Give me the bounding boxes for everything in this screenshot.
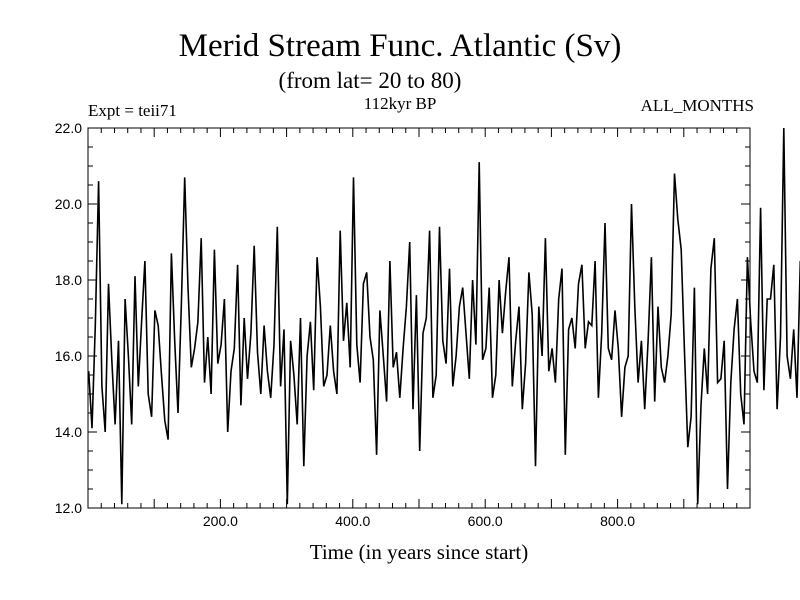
x-tick-label: 800.0 xyxy=(600,513,635,529)
series-layer xyxy=(87,127,800,505)
series-line xyxy=(87,127,800,505)
y-tick-label: 20.0 xyxy=(55,196,82,212)
x-axis-label: Time (in years since start) xyxy=(309,540,529,564)
y-tick-label: 16.0 xyxy=(55,348,82,364)
x-tick-label: 400.0 xyxy=(335,513,370,529)
chart-subtitle: (from lat= 20 to 80) xyxy=(278,68,462,93)
y-tick-label: 14.0 xyxy=(55,424,82,440)
axis-ticks xyxy=(88,127,750,509)
x-tick-label: 200.0 xyxy=(203,513,238,529)
tick-labels: 200.0 400.0 600.0 800.0 12.0 14.0 16.0 18.0 20.0… xyxy=(55,120,636,529)
plot-frame xyxy=(87,127,751,509)
x-tick-label: 600.0 xyxy=(468,513,503,529)
period-label: 112kyr BP xyxy=(363,94,437,113)
y-tick-label: 12.0 xyxy=(55,500,82,516)
y-tick-label: 22.0 xyxy=(55,120,82,136)
y-tick-label: 18.0 xyxy=(55,272,82,288)
experiment-label: Expt = teii71 xyxy=(88,101,177,120)
months-label: ALL_MONTHS xyxy=(640,96,754,115)
chart-title: Merid Stream Func. Atlantic (Sv) xyxy=(178,28,622,64)
